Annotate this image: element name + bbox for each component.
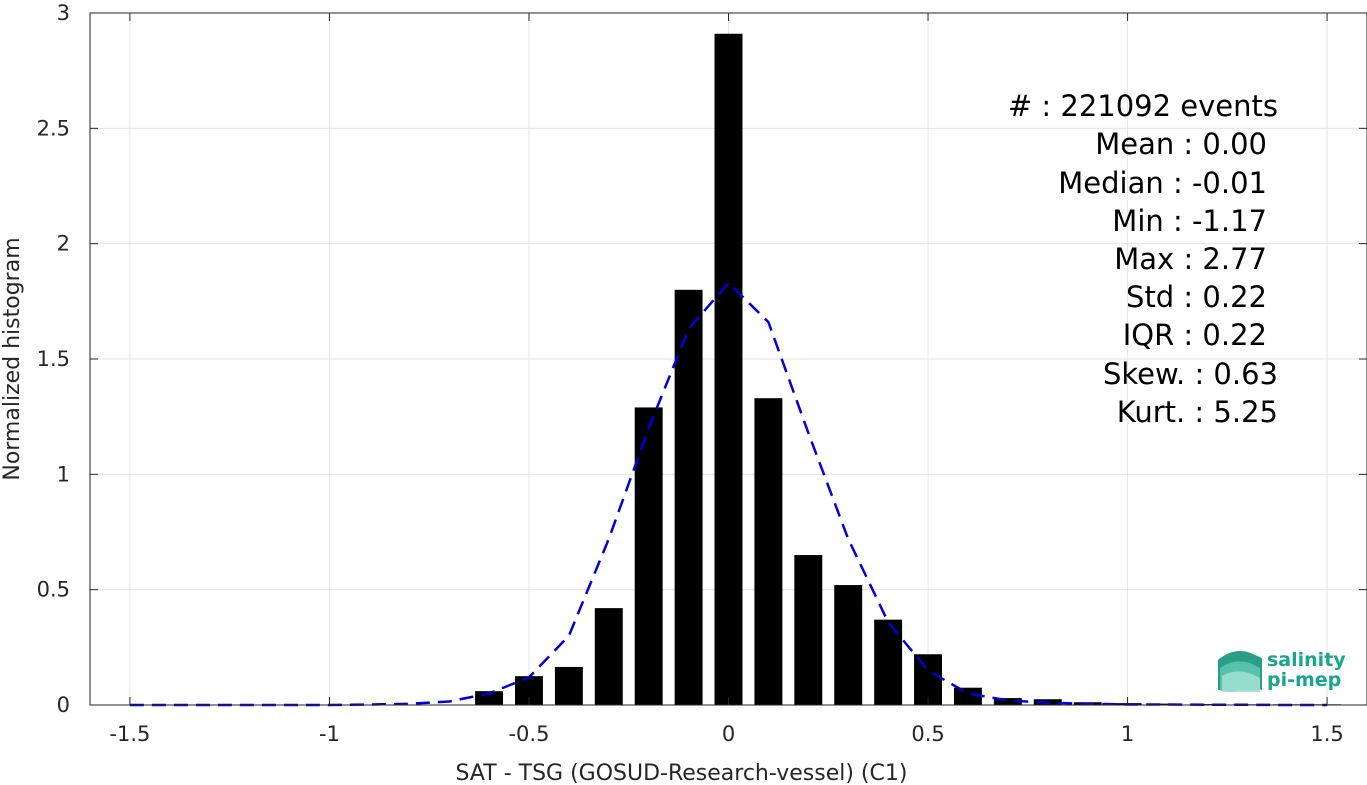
y-tick-label: 1 (57, 462, 70, 486)
x-tick-label: 1.5 (1310, 722, 1343, 746)
y-tick-label: 0 (57, 693, 70, 717)
histogram-bars (475, 33, 1342, 705)
histogram-bar (993, 698, 1022, 705)
salinity-pi-mep-logo: salinity pi-mep (1218, 649, 1346, 692)
histogram-bar (1153, 703, 1182, 705)
logo-line1: salinity (1267, 649, 1346, 671)
histogram-bar (754, 398, 783, 705)
x-tick-label: -1 (319, 722, 340, 746)
x-tick-label: -1.5 (109, 722, 150, 746)
histogram-bar (714, 33, 743, 705)
y-tick-label: 2.5 (37, 116, 70, 140)
y-tick-label: 0.5 (37, 578, 70, 602)
x-axis-label: SAT - TSG (GOSUD-Research-vessel) (C1) (456, 761, 908, 785)
logo-line2: pi-mep (1267, 669, 1341, 691)
stat-line: Mean : 0.00 (1095, 127, 1267, 161)
histogram-bar (594, 608, 623, 705)
y-tick-label: 1.5 (37, 347, 70, 371)
y-axis-label: Normalized histogram (0, 237, 25, 480)
histogram-bar (634, 407, 663, 705)
stat-line: Kurt. : 5.25 (1117, 395, 1278, 429)
axis-ticks: -1.5 -1 -0.5 0 0.5 1 1.5 0 0.5 1 1.5 2 2.5 3 (37, 1, 1367, 746)
stat-line: Std : 0.22 (1126, 280, 1267, 314)
histogram-bar (794, 555, 823, 705)
stat-line: Max : 2.77 (1114, 242, 1267, 276)
x-tick-label: -0.5 (508, 722, 549, 746)
stat-line: Skew. : 0.63 (1103, 357, 1278, 391)
histogram-bar (834, 585, 863, 705)
logo-icon (1218, 651, 1262, 692)
stat-line: Min : -1.17 (1112, 204, 1267, 238)
histogram-bar (914, 654, 942, 705)
x-tick-label: 0.5 (911, 722, 944, 746)
y-tick-label: 2 (57, 232, 70, 256)
stat-line: Median : -0.01 (1058, 166, 1267, 200)
x-tick-label: 0 (722, 722, 735, 746)
stat-line: IQR : 0.22 (1123, 318, 1267, 352)
stats-box: # : 221092 events Mean : 0.00 Median : -0.… (1008, 89, 1278, 429)
stat-line: # : 221092 events (1008, 89, 1278, 123)
x-tick-label: 1 (1121, 722, 1134, 746)
histogram-bar (953, 687, 982, 705)
y-tick-label: 3 (57, 1, 70, 25)
histogram-bar (554, 666, 583, 705)
histogram-bar (674, 289, 703, 705)
